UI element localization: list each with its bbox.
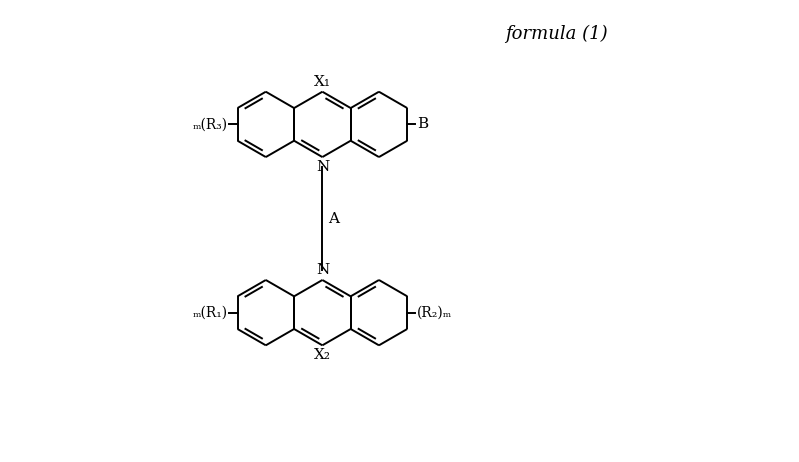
Text: ₘ(R₃): ₘ(R₃) [193, 117, 228, 131]
Text: X₁: X₁ [314, 75, 331, 89]
Text: (R₂)ₘ: (R₂)ₘ [417, 306, 452, 320]
Text: A: A [328, 212, 339, 225]
Text: X₂: X₂ [314, 348, 331, 362]
Text: B: B [417, 117, 428, 131]
Text: formula (1): formula (1) [505, 24, 607, 43]
Text: ₘ(R₁): ₘ(R₁) [193, 306, 228, 320]
Text: N: N [316, 263, 329, 277]
Text: N: N [316, 160, 329, 174]
